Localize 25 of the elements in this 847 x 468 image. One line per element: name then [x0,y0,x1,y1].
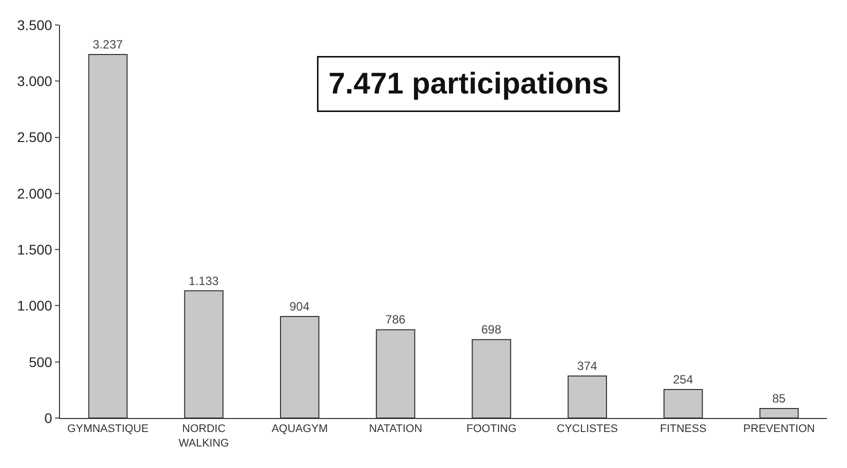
x-tick-label: AQUAGYM [272,423,328,436]
data-label: 85 [772,391,786,406]
x-tick-label: CYCLISTES [556,423,618,436]
y-tick-label: 0 [44,410,52,426]
data-label: 1.133 [188,274,219,288]
y-tick-label: 500 [28,354,52,370]
annotation: 7.471 participations [328,68,609,100]
data-label: 786 [385,312,406,327]
x-tick-label: GYMNASTIQUE [67,423,149,436]
data-label: 698 [481,322,502,337]
y-tick-label: 1.000 [17,298,52,314]
y-tick-label: 1.500 [17,241,52,258]
y-tick-label: 3.500 [17,16,52,33]
x-tick-label: PREVENTION [743,423,815,436]
y-tick-label: 2.000 [17,185,52,202]
x-tick-label: FITNESS [660,423,706,436]
y-tick-label: 2.500 [17,129,52,146]
data-label: 374 [577,359,598,374]
y-tick-label: 3.000 [17,73,52,90]
x-tick-label: FOOTING [466,423,516,436]
data-label: 3.237 [92,38,124,52]
data-label: 254 [673,372,694,386]
data-label: 904 [290,299,310,314]
x-tick-label: NATATION [368,423,422,436]
x-tick-label: NORDIC WALKING [178,423,229,450]
